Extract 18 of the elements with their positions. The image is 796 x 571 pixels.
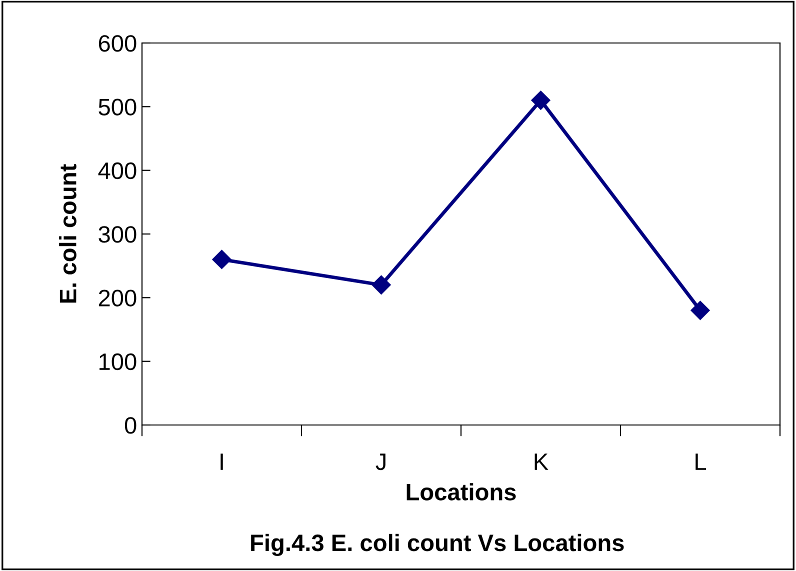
y-tick-label: 600 [98, 35, 136, 52]
y-tick-label: 0 [124, 417, 136, 434]
y-tick-label: 100 [100, 353, 136, 370]
y-tick-label: 300 [98, 226, 136, 243]
x-tick-label: J [376, 454, 386, 470]
x-tick-label: L [696, 454, 706, 470]
y-tick-label: 400 [98, 162, 136, 180]
point [531, 90, 550, 110]
y-tick-label: 500 [98, 98, 136, 116]
y-axis-title: E. coli count [59, 164, 76, 303]
point [212, 250, 232, 269]
y-tick-label: 200 [98, 290, 136, 306]
point [372, 275, 391, 294]
x-tick-label: I [220, 454, 223, 470]
text: Fig.4.3 E. coli count Vs Locations [251, 534, 624, 556]
x-axis-title: Locations [406, 483, 516, 500]
point [690, 300, 710, 320]
x-tick-label: K [534, 454, 548, 470]
